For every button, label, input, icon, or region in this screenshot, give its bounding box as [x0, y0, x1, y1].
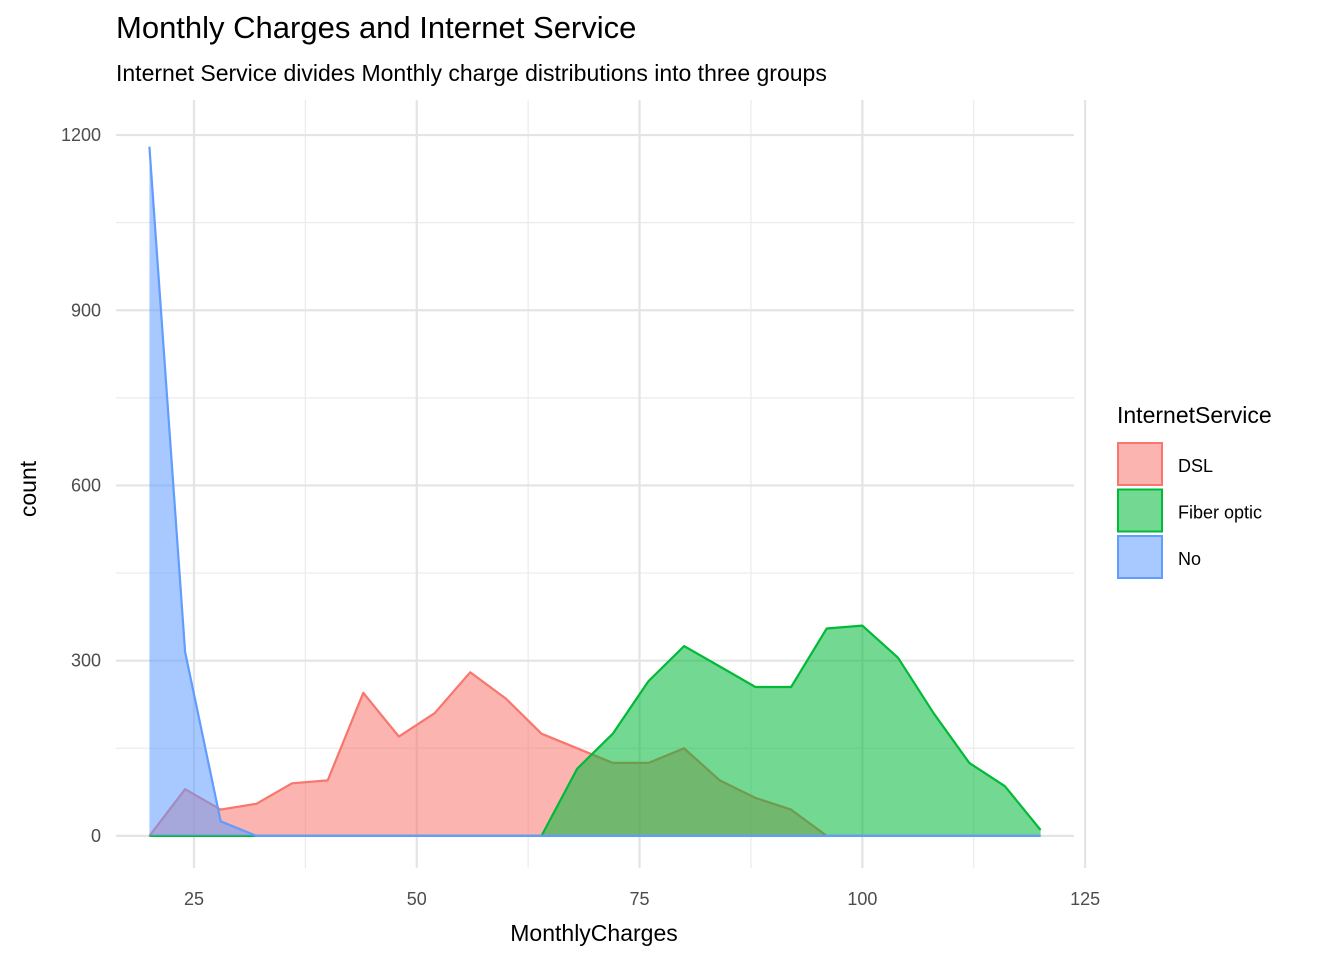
- chart-title: Monthly Charges and Internet Service: [116, 10, 637, 45]
- legend-label-dsl: DSL: [1178, 456, 1213, 476]
- y-tick-label: 1200: [61, 125, 101, 145]
- y-axis-title: count: [15, 460, 41, 517]
- legend-label-no: No: [1178, 549, 1201, 569]
- area-fiber-optic: [149, 625, 1041, 836]
- area-dsl: [149, 672, 1041, 836]
- y-tick-label: 600: [71, 475, 101, 495]
- legend-label-fiber-optic: Fiber optic: [1178, 503, 1262, 523]
- x-tick-label: 75: [630, 889, 650, 909]
- legend-key-dsl: [1117, 442, 1163, 486]
- x-tick-label: 25: [184, 889, 204, 909]
- legend-key-fiber-optic: [1117, 488, 1163, 533]
- x-tick-label: 100: [847, 889, 877, 909]
- y-axis-ticks: 0 300 600 900 1200: [61, 125, 101, 846]
- legend-key-no: [1117, 535, 1163, 579]
- x-tick-label: 50: [407, 889, 427, 909]
- chart-subtitle: Internet Service divides Monthly charge …: [116, 60, 827, 86]
- x-axis-title: MonthlyCharges: [510, 920, 677, 946]
- y-tick-label: 0: [91, 826, 101, 846]
- series-areas: [148, 146, 1042, 837]
- x-tick-label: 125: [1070, 889, 1100, 909]
- line-no: [148, 146, 1041, 837]
- gridlines: [116, 100, 1087, 868]
- legend: InternetService DSL Fiber optic No: [1117, 402, 1272, 579]
- legend-title: InternetService: [1117, 402, 1272, 428]
- x-axis-ticks: 25 50 75 100 125: [184, 889, 1100, 909]
- y-tick-label: 300: [71, 651, 101, 671]
- y-tick-label: 900: [71, 300, 101, 320]
